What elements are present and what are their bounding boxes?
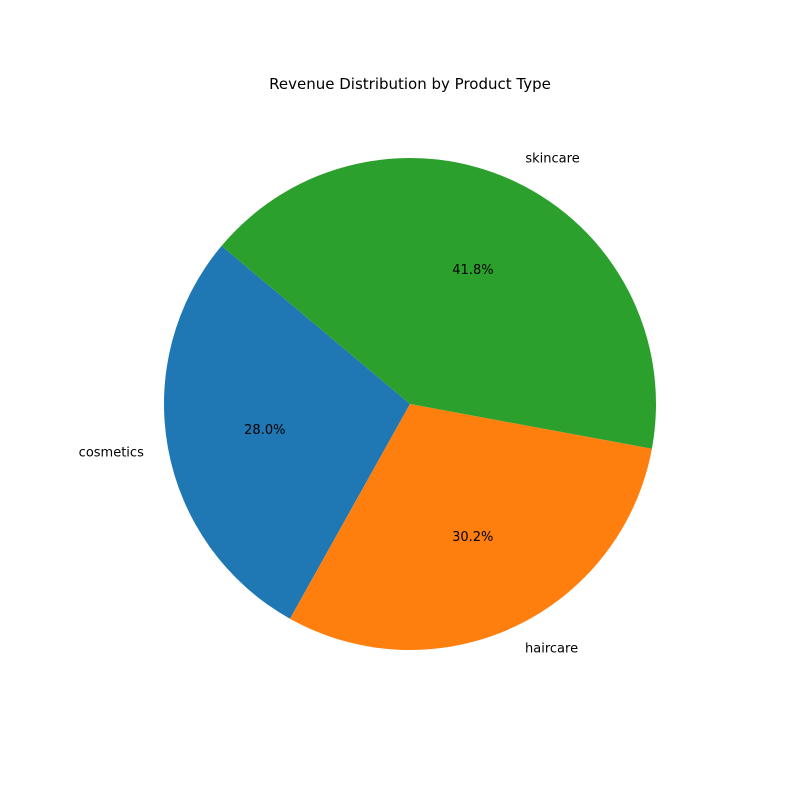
pie-slice-skincare (221, 157, 657, 449)
pie-slices (163, 157, 657, 651)
slice-percent-skincare: 41.8% (452, 263, 493, 278)
pie-slice-cosmetics (163, 245, 410, 619)
slice-percent-cosmetics: 28.0% (244, 423, 285, 438)
slice-label-haircare: haircare (525, 641, 578, 656)
pie-slice-haircare (289, 404, 652, 651)
slice-percent-haircare: 30.2% (452, 530, 493, 545)
slice-label-skincare: skincare (525, 152, 579, 167)
chart-title: Revenue Distribution by Product Type (269, 75, 551, 93)
slice-label-cosmetics: cosmetics (79, 445, 144, 460)
pie-labels: cosmetics 28.0% haircare 30.2% skincare 41.8% (79, 152, 580, 657)
